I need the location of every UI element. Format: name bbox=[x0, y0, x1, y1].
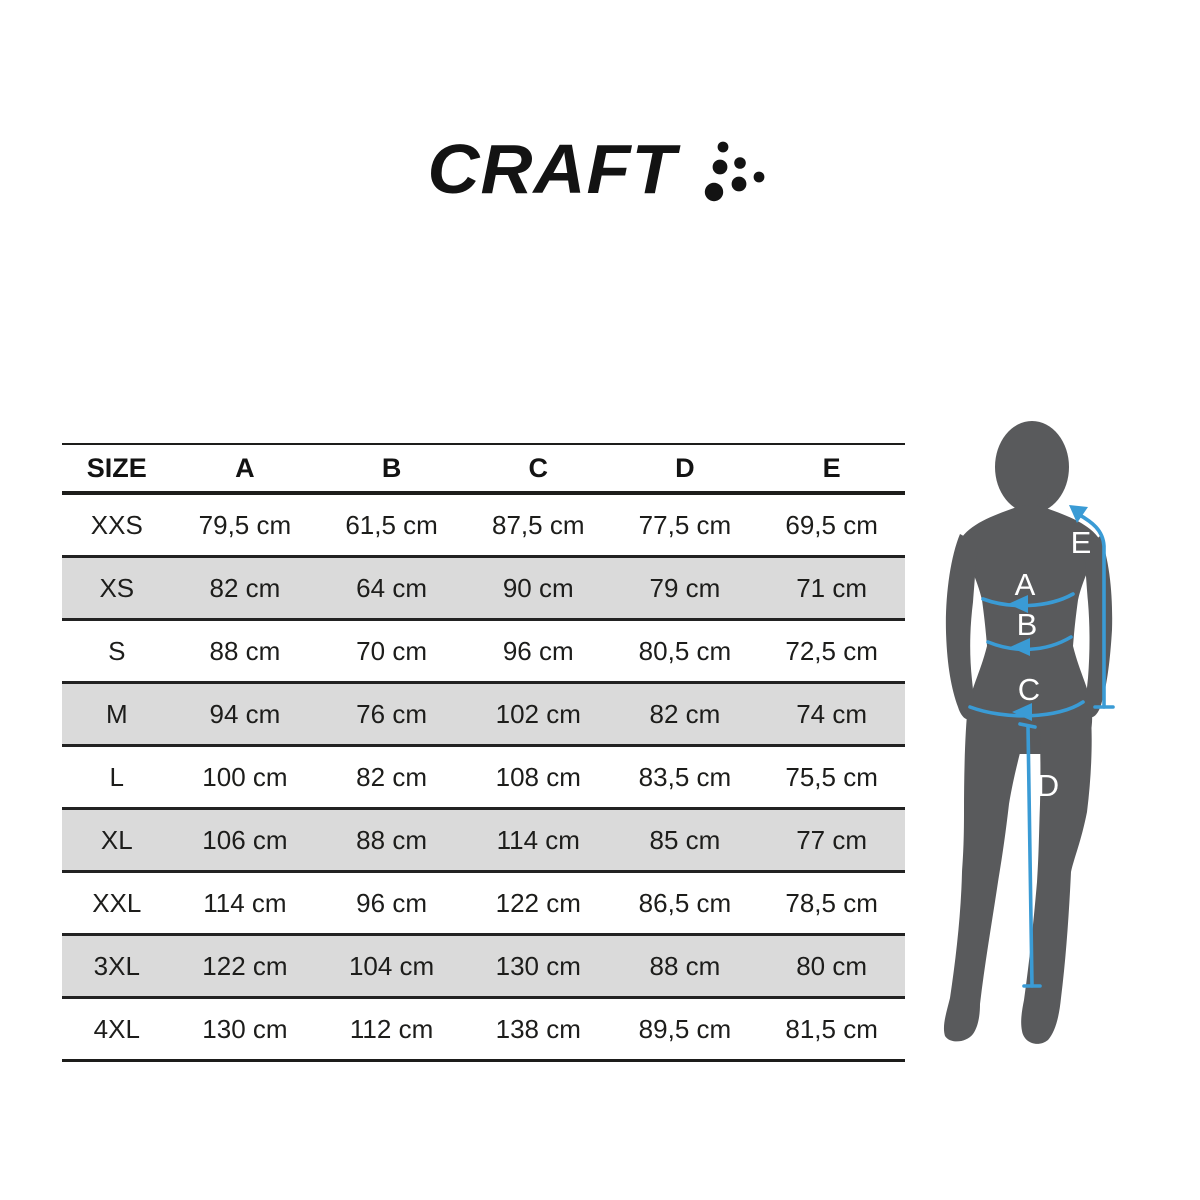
measurement-cell: 78,5 cm bbox=[785, 887, 878, 918]
measurement-cell: 83,5 cm bbox=[638, 761, 732, 792]
measurement-cell: 130 cm bbox=[495, 950, 581, 981]
size-label: 4XL bbox=[93, 1013, 140, 1044]
measurement-cell: 122 cm bbox=[202, 950, 288, 981]
measurement-cell: 106 cm bbox=[202, 824, 288, 855]
size-row-xxl: XXL 114 cm 96 cm 122 cm 86,5 cm 78,5 cm bbox=[62, 872, 905, 935]
column-header-e: E bbox=[822, 452, 841, 483]
size-row-m: M 94 cm 76 cm 102 cm 82 cm 74 cm bbox=[62, 682, 905, 746]
size-table-header-row: SIZE A B C D E bbox=[62, 444, 905, 493]
measurement-cell: 82 cm bbox=[649, 698, 721, 729]
measurement-cell: 86,5 cm bbox=[638, 887, 732, 918]
bust-arrow bbox=[981, 592, 1075, 608]
column-header-c: C bbox=[528, 452, 549, 483]
size-row-xs: XS 82 cm 64 cm 90 cm 79 cm 71 cm bbox=[62, 556, 905, 620]
measurement-cell: 71 cm bbox=[796, 572, 868, 603]
waist-arrowhead bbox=[1010, 638, 1030, 656]
brand-logo: CRAFT bbox=[0, 128, 1200, 212]
measurement-cell: 70 cm bbox=[356, 635, 427, 666]
inseam-line bbox=[1026, 724, 1034, 988]
measurement-figure: A B C D E bbox=[920, 412, 1140, 1052]
size-row-xxs: XXS 79,5 cm 61,5 cm 87,5 cm 77,5 cm 69,5 cm bbox=[62, 493, 905, 557]
measurement-cell: 82 cm bbox=[356, 761, 427, 792]
measurement-cell: 108 cm bbox=[495, 761, 581, 792]
size-row-4xl: 4XL 130 cm 112 cm 138 cm 89,5 cm 81,5 cm bbox=[62, 998, 905, 1061]
bust-arrowhead bbox=[1008, 595, 1028, 613]
column-header-b: B bbox=[381, 452, 402, 483]
measurement-cell: 77,5 cm bbox=[638, 509, 732, 540]
waist-label: B bbox=[1017, 607, 1038, 642]
size-label: XXL bbox=[92, 887, 142, 918]
sleeve-line bbox=[1076, 512, 1106, 709]
measurement-cell: 96 cm bbox=[356, 887, 427, 918]
column-header-size: SIZE bbox=[86, 452, 147, 483]
sleeve-arrowhead bbox=[1069, 505, 1088, 523]
inseam-label: D bbox=[1037, 768, 1059, 803]
female-body-back-silhouette-icon: A B C D E bbox=[943, 421, 1115, 1044]
size-table-body: XXS 79,5 cm 61,5 cm 87,5 cm 77,5 cm 69,5 cm XS… bbox=[62, 493, 905, 1061]
measurement-cell: 77 cm bbox=[796, 824, 868, 855]
waist-arrow bbox=[986, 635, 1073, 652]
craft-dot-cluster-icon bbox=[705, 141, 765, 202]
measurement-cell: 96 cm bbox=[502, 635, 574, 666]
measurement-cell: 138 cm bbox=[495, 1013, 581, 1044]
bust-label: A bbox=[1015, 567, 1036, 602]
measurement-cell: 87,5 cm bbox=[492, 509, 585, 540]
measurement-cell: 122 cm bbox=[495, 887, 581, 918]
column-header-d: D bbox=[675, 452, 695, 483]
size-label: XXS bbox=[90, 509, 143, 540]
size-label: 3XL bbox=[93, 950, 140, 981]
size-table: SIZE A B C D E XXS 79,5 cm 61,5 cm 87,5 cm 77,5 c… bbox=[62, 443, 905, 1062]
size-label: S bbox=[108, 635, 126, 666]
measurement-cell: 90 cm bbox=[502, 572, 574, 603]
size-label: XS bbox=[99, 572, 135, 603]
measurement-cell: 102 cm bbox=[495, 698, 581, 729]
sleeve-label: E bbox=[1071, 525, 1092, 560]
brand-wordmark: CRAFT bbox=[427, 131, 677, 209]
measurement-cell: 81,5 cm bbox=[785, 1013, 878, 1044]
size-label: XL bbox=[100, 824, 133, 855]
measurement-cell: 80 cm bbox=[796, 950, 868, 981]
measurement-cell: 61,5 cm bbox=[345, 509, 438, 540]
size-label: M bbox=[105, 698, 128, 729]
measurement-cell: 114 cm bbox=[496, 824, 580, 855]
measurement-cell: 69,5 cm bbox=[785, 509, 878, 540]
measurement-cell: 89,5 cm bbox=[638, 1013, 732, 1044]
measurement-cell: 104 cm bbox=[348, 950, 435, 981]
measurement-cell: 130 cm bbox=[202, 1013, 288, 1044]
measurement-cell: 88 cm bbox=[356, 824, 427, 855]
measurement-cell: 72,5 cm bbox=[785, 635, 878, 666]
measurement-cell: 85 cm bbox=[649, 824, 721, 855]
column-header-a: A bbox=[235, 452, 255, 483]
size-row-l: L 100 cm 82 cm 108 cm 83,5 cm 75,5 cm bbox=[62, 746, 905, 809]
measurement-cell: 88 cm bbox=[649, 950, 721, 981]
size-row-xl: XL 106 cm 88 cm 114 cm 85 cm 77 cm bbox=[62, 808, 905, 872]
measurement-cell: 74 cm bbox=[796, 698, 868, 729]
size-label: L bbox=[109, 761, 125, 792]
size-row-s: S 88 cm 70 cm 96 cm 80,5 cm 72,5 cm bbox=[62, 620, 905, 683]
hip-label: C bbox=[1018, 672, 1040, 707]
hip-arrowhead bbox=[1012, 703, 1032, 721]
measurement-cell: 75,5 cm bbox=[785, 761, 878, 792]
measurement-cell: 76 cm bbox=[356, 698, 427, 729]
size-row-3xl: 3XL 122 cm 104 cm 130 cm 88 cm 80 cm bbox=[62, 934, 905, 998]
measurement-cell: 94 cm bbox=[209, 698, 281, 729]
measurement-cell: 82 cm bbox=[209, 572, 281, 603]
measurement-cell: 80,5 cm bbox=[638, 635, 732, 666]
measurement-cell: 114 cm bbox=[203, 887, 287, 918]
measurement-cell: 79 cm bbox=[649, 572, 721, 603]
measurement-cell: 88 cm bbox=[209, 635, 281, 666]
measurement-cell: 64 cm bbox=[356, 572, 427, 603]
measurement-cell: 100 cm bbox=[202, 761, 288, 792]
measurement-cell: 79,5 cm bbox=[198, 509, 292, 540]
measurement-cell: 112 cm bbox=[349, 1013, 434, 1044]
